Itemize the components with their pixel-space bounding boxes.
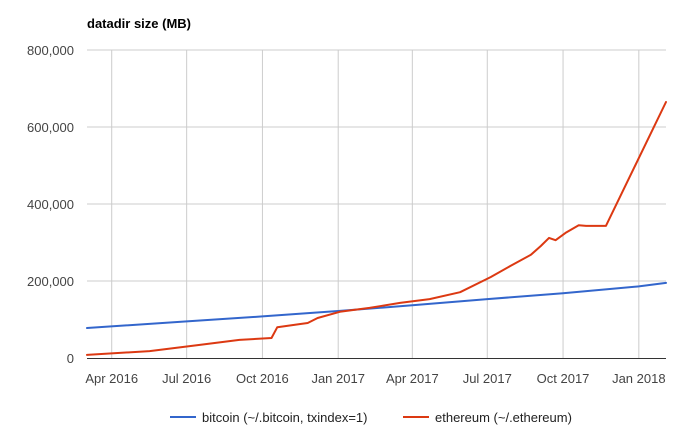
y-axis-tick-labels: 0 200,000 400,000 600,000 800,000	[27, 43, 74, 366]
x-axis-tick-labels: Apr 2016 Jul 2016 Oct 2016 Jan 2017 Apr 2017…	[85, 371, 665, 386]
x-tick-label: Oct 2017	[537, 371, 590, 386]
series-line-ethereum	[86, 101, 667, 356]
x-tick-label: Apr 2017	[386, 371, 439, 386]
x-tick-label: Jul 2016	[162, 371, 211, 386]
y-tick-label: 200,000	[27, 274, 74, 289]
x-tick-label: Jan 2018	[612, 371, 666, 386]
legend-label: ethereum (~/.ethereum)	[435, 410, 572, 425]
x-tick-label: Jan 2017	[311, 371, 365, 386]
y-tick-label: 0	[67, 351, 74, 366]
horizontal-gridlines	[87, 49, 666, 282]
x-tick-label: Apr 2016	[85, 371, 138, 386]
x-tick-label: Oct 2016	[236, 371, 289, 386]
y-tick-label: 800,000	[27, 43, 74, 58]
y-tick-label: 400,000	[27, 197, 74, 212]
y-tick-label: 600,000	[27, 120, 74, 135]
legend-label: bitcoin (~/.bitcoin, txindex=1)	[202, 410, 367, 425]
legend: bitcoin (~/.bitcoin, txindex=1) ethereum …	[170, 410, 572, 425]
series-line-bitcoin	[86, 281, 667, 329]
vertical-gridlines	[111, 50, 640, 358]
chart-title: datadir size (MB)	[87, 16, 191, 31]
x-tick-label: Jul 2017	[463, 371, 512, 386]
series-lines	[86, 101, 667, 356]
